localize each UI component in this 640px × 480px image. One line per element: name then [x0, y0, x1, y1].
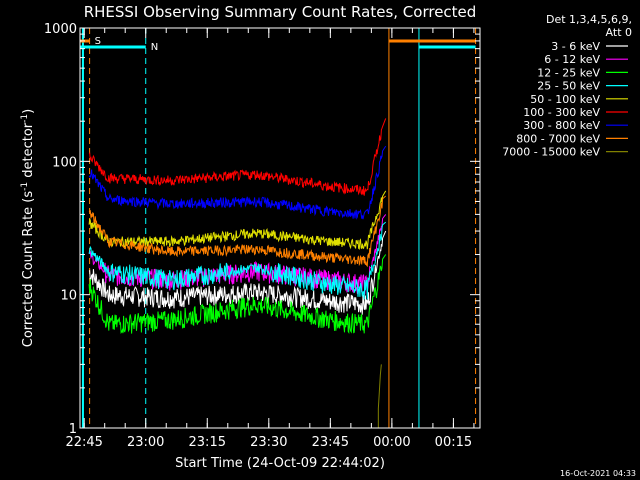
legend-label-3: 25 - 50 keV [537, 80, 600, 93]
saa-label: S [95, 36, 101, 47]
legend-label-7: 800 - 7000 keV [516, 132, 600, 145]
legend-label-8: 7000 - 15000 keV [502, 146, 600, 159]
x-axis: 22:45 23:00 23:15 23:30 23:45 00:00 00:15 [65, 28, 475, 450]
series-group [88, 118, 387, 428]
legend-label-0: 3 - 6 keV [551, 40, 600, 53]
series-line-4 [88, 190, 387, 250]
y-axis-label-sup1: -1 [20, 182, 30, 191]
x-tick-label-4: 23:45 [312, 435, 349, 450]
legend-header-line-1: Det 1,3,4,5,6,9, [546, 13, 632, 26]
series-line-6 [88, 145, 387, 220]
x-tick-label-1: 23:00 [127, 435, 164, 450]
annotations: SN [80, 28, 477, 428]
legend-label-1: 6 - 12 keV [544, 53, 600, 66]
series-line-3 [88, 221, 387, 300]
x-tick-label-3: 23:30 [250, 435, 287, 450]
x-tick-label-6: 00:15 [435, 435, 472, 450]
y-axis-label-mid: detector [21, 122, 36, 182]
x-axis-label: Start Time (24-Oct-09 22:44:02) [175, 456, 385, 471]
y-tick-label-3: 1000 [44, 22, 77, 37]
y-tick-label-2: 100 [52, 155, 77, 170]
y-axis-label-main: Corrected Count Rate (s [21, 191, 36, 348]
legend-label-4: 50 - 100 keV [530, 93, 600, 106]
y-tick-label-0: 1 [69, 422, 77, 437]
y-axis-label-sup2: -1 [20, 114, 30, 123]
y-tick-label-1: 10 [60, 289, 77, 304]
y-axis: 1 10 100 1000 [44, 22, 480, 437]
legend-header-line-2: Att 0 [606, 26, 632, 39]
x-tick-label-2: 23:15 [189, 435, 226, 450]
legend-label-2: 12 - 25 keV [537, 66, 600, 79]
x-tick-label-0: 22:45 [65, 435, 102, 450]
series-line-2 [88, 254, 387, 334]
legend-label-5: 100 - 300 keV [523, 106, 600, 119]
y-axis-label: Corrected Count Rate (s-1 detector-1) [20, 109, 36, 347]
chart-title: RHESSI Observing Summary Count Rates, Co… [84, 3, 477, 21]
series-line-8 [377, 364, 382, 428]
night-label: N [151, 42, 158, 53]
plot-frame [79, 27, 481, 429]
series-line-7 [88, 195, 387, 268]
y-axis-label-end: ) [21, 109, 36, 114]
legend-label-6: 300 - 800 keV [523, 119, 600, 132]
x-tick-label-5: 00:00 [373, 435, 410, 450]
series-line-1 [88, 214, 387, 295]
footer-date: 16-Oct-2021 04:33 [560, 469, 636, 478]
series-line-0 [88, 230, 387, 315]
series-line-5 [88, 118, 387, 196]
